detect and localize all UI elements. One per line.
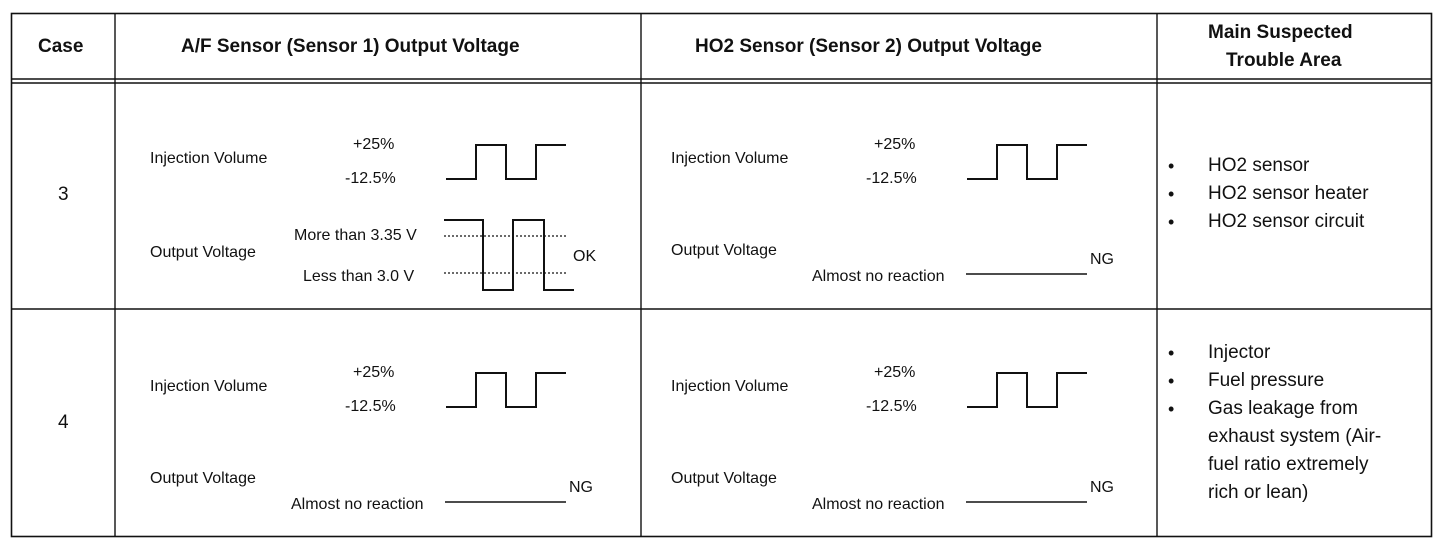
injection-waveform: [446, 372, 566, 408]
trouble-item: HO2 sensor heater: [1208, 183, 1369, 204]
output-voltage-label: Output Voltage: [671, 242, 777, 259]
bullet: •: [1168, 212, 1175, 232]
bullet: •: [1168, 184, 1175, 204]
trouble-item: Fuel pressure: [1208, 370, 1325, 391]
trouble-item: Gas leakage from: [1208, 398, 1358, 419]
bullet: •: [1168, 371, 1175, 391]
injection-plus-label: +25%: [874, 136, 916, 153]
table-border: [10, 12, 1433, 538]
injection-volume-label: Injection Volume: [671, 150, 789, 167]
output-voltage-label: Output Voltage: [671, 470, 777, 487]
no-reaction-label: Almost no reaction: [812, 496, 945, 513]
threshold-high-label: More than 3.35 V: [294, 227, 417, 244]
output-voltage-label: Output Voltage: [150, 244, 256, 261]
injection-volume-label: Injection Volume: [671, 378, 789, 395]
trouble-item: HO2 sensor: [1208, 155, 1310, 176]
threshold-low-label: Less than 3.0 V: [303, 268, 415, 285]
output-waveform: [444, 219, 574, 291]
injection-plus-label: +25%: [353, 136, 395, 153]
injection-minus-label: -12.5%: [345, 170, 396, 187]
bullet: •: [1168, 156, 1175, 176]
bullet: •: [1168, 399, 1175, 419]
injection-volume-label: Injection Volume: [150, 150, 268, 167]
trouble-item-continued: exhaust system (Air-: [1208, 426, 1382, 447]
trouble-item-continued: rich or lean): [1208, 482, 1309, 503]
result-label: OK: [573, 248, 597, 265]
header-trouble-line1: Main Suspected: [1208, 22, 1353, 43]
result-label: NG: [569, 479, 593, 496]
result-label: NG: [1090, 479, 1114, 496]
header-ho2-sensor: HO2 Sensor (Sensor 2) Output Voltage: [695, 36, 1042, 57]
injection-minus-label: -12.5%: [345, 398, 396, 415]
no-reaction-label: Almost no reaction: [812, 268, 945, 285]
header-case: Case: [38, 36, 84, 57]
injection-minus-label: -12.5%: [866, 398, 917, 415]
trouble-item: HO2 sensor circuit: [1208, 211, 1365, 232]
injection-waveform: [967, 372, 1087, 408]
injection-volume-label: Injection Volume: [150, 378, 268, 395]
header-trouble-line2: Trouble Area: [1226, 50, 1342, 71]
injection-plus-label: +25%: [353, 364, 395, 381]
bullet: •: [1168, 343, 1175, 363]
trouble-item-continued: fuel ratio extremely: [1208, 454, 1369, 475]
injection-waveform: [446, 144, 566, 180]
output-voltage-label: Output Voltage: [150, 470, 256, 487]
injection-minus-label: -12.5%: [866, 170, 917, 187]
case-number: 4: [58, 412, 69, 433]
case-number: 3: [58, 184, 69, 205]
trouble-item: Injector: [1208, 342, 1271, 363]
injection-waveform: [967, 144, 1087, 180]
injection-plus-label: +25%: [874, 364, 916, 381]
result-label: NG: [1090, 251, 1114, 268]
no-reaction-label: Almost no reaction: [291, 496, 424, 513]
header-af-sensor: A/F Sensor (Sensor 1) Output Voltage: [181, 36, 520, 57]
